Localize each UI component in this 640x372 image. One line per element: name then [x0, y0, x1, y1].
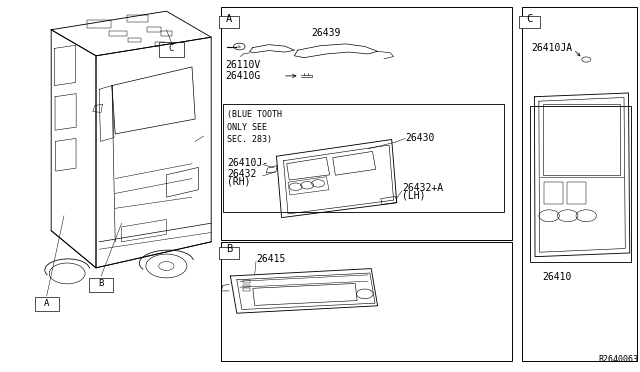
Text: B: B: [99, 279, 104, 288]
Text: (RH): (RH): [227, 177, 251, 186]
Text: 26410: 26410: [542, 272, 572, 282]
Bar: [544, 182, 563, 204]
Bar: [221, 242, 512, 361]
Bar: [155, 42, 165, 46]
Text: 26410J-: 26410J-: [227, 158, 268, 168]
Text: B: B: [226, 244, 232, 254]
Text: R2640063: R2640063: [598, 355, 638, 364]
Bar: [219, 247, 239, 259]
Bar: [127, 15, 148, 22]
Bar: [519, 16, 540, 28]
Text: A: A: [44, 299, 49, 308]
Text: 26410G: 26410G: [225, 71, 260, 81]
Text: C: C: [526, 14, 532, 23]
Text: (BLUE TOOTH
ONLY SEE
SEC. 283): (BLUE TOOTH ONLY SEE SEC. 283): [227, 110, 282, 144]
Text: 26410JA: 26410JA: [531, 44, 572, 53]
Text: 26432+A: 26432+A: [402, 183, 443, 193]
Bar: [161, 31, 172, 35]
Text: 26415: 26415: [256, 254, 285, 263]
Bar: [147, 27, 161, 32]
Bar: [243, 288, 250, 291]
Bar: [223, 104, 504, 212]
Text: 26110V: 26110V: [225, 60, 260, 70]
Bar: [128, 38, 141, 42]
Bar: [87, 20, 111, 28]
Text: 26432: 26432: [227, 169, 257, 179]
Bar: [221, 7, 512, 240]
Bar: [219, 16, 239, 28]
Text: 26439: 26439: [312, 28, 341, 38]
Bar: [109, 31, 127, 36]
Bar: [35, 297, 59, 311]
Text: 26430: 26430: [405, 134, 435, 143]
Text: (LH): (LH): [402, 191, 426, 201]
Bar: [89, 278, 113, 292]
Bar: [543, 104, 620, 175]
Bar: [567, 182, 586, 204]
Bar: [522, 7, 637, 361]
Bar: [243, 280, 250, 283]
Text: C: C: [169, 44, 174, 53]
Bar: [530, 106, 631, 262]
Text: A: A: [226, 14, 232, 23]
Bar: [243, 285, 250, 287]
Bar: [159, 42, 184, 57]
